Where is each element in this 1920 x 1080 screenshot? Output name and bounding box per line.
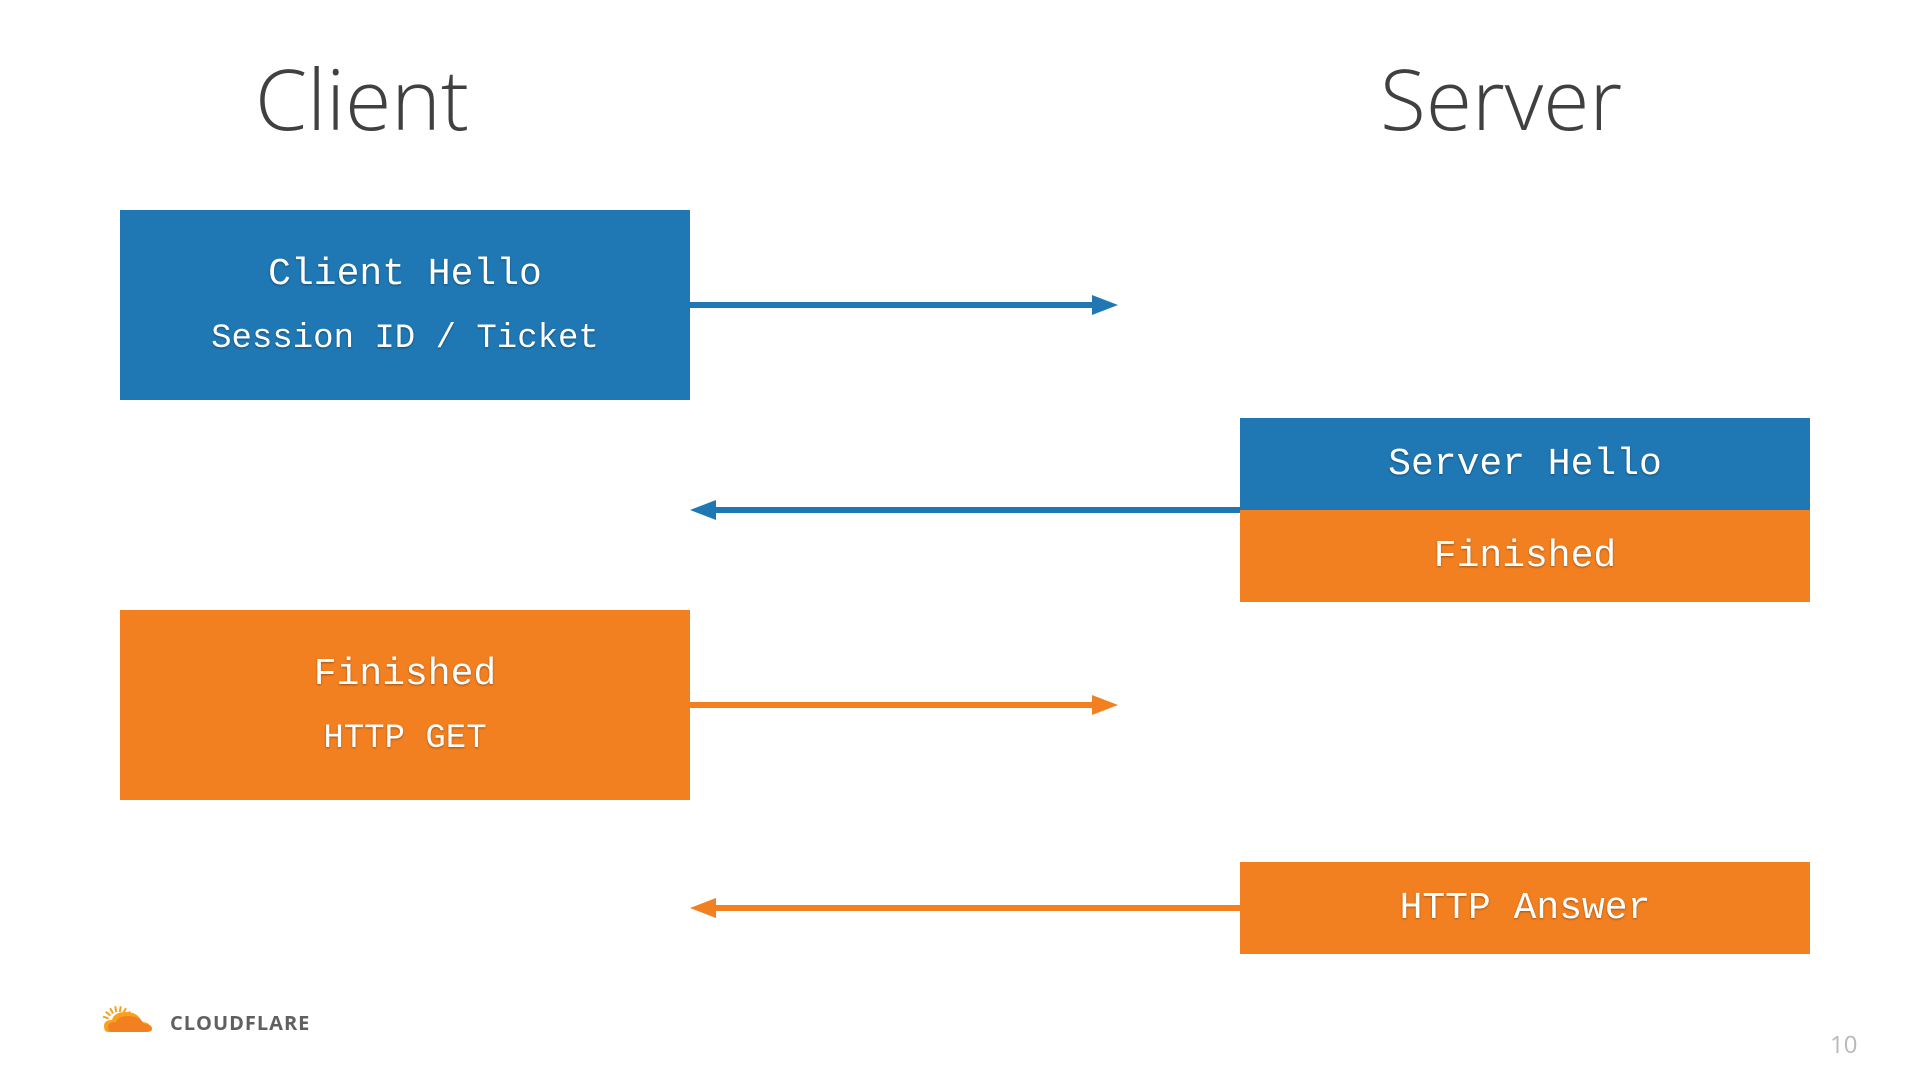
client-finished-box: Finished HTTP GET xyxy=(120,610,690,800)
box-text-line: Finished xyxy=(1434,535,1616,578)
arrow-client-finished xyxy=(690,683,1118,727)
arrow-server-hello xyxy=(690,488,1240,532)
server-finished-box: Finished xyxy=(1240,510,1810,602)
arrow-client-hello xyxy=(690,283,1118,327)
cloudflare-logo-icon xyxy=(98,1000,162,1045)
box-text-line: Finished xyxy=(314,653,496,696)
box-text-line: Client Hello xyxy=(268,253,542,296)
client-hello-box: Client Hello Session ID / Ticket xyxy=(120,210,690,400)
cloudflare-logo-text: CLOUDFLARE xyxy=(170,1009,310,1036)
box-text-line: Server Hello xyxy=(1388,443,1662,486)
page-number: 10 xyxy=(1830,1028,1857,1061)
box-text-line: HTTP Answer xyxy=(1400,887,1651,930)
box-text-line: Session ID / Ticket xyxy=(211,320,599,358)
box-text-line: HTTP GET xyxy=(323,720,486,758)
client-heading: Client xyxy=(255,40,469,155)
server-hello-box: Server Hello xyxy=(1240,418,1810,510)
arrow-http-answer xyxy=(690,886,1240,930)
http-answer-box: HTTP Answer xyxy=(1240,862,1810,954)
cloudflare-logo: CLOUDFLARE xyxy=(98,1000,310,1045)
server-heading: Server xyxy=(1380,40,1622,155)
